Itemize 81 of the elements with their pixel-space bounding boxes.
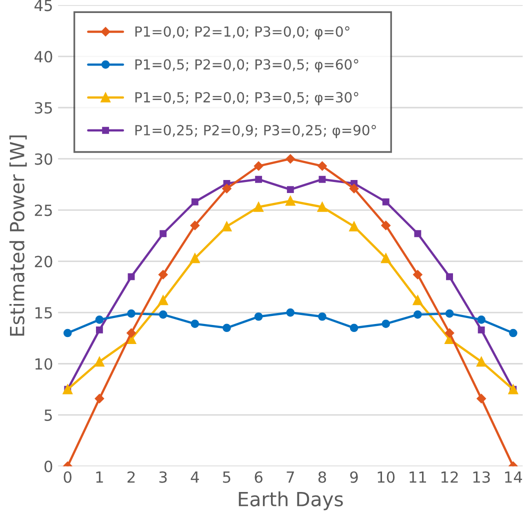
x-tick-label: 10 (378, 471, 395, 483)
x-tick-label: 2 (128, 471, 135, 483)
legend-label: P1=0,0; P2=1,0; P3=0,0; φ=0° (135, 26, 350, 40)
point (318, 312, 326, 321)
point (381, 253, 391, 264)
point (158, 295, 168, 306)
x-tick-label: 1 (96, 472, 103, 483)
point (413, 270, 422, 280)
point (128, 273, 135, 280)
point (96, 326, 103, 334)
point (317, 202, 328, 212)
y-tick-label: 0 (44, 460, 52, 472)
point (158, 310, 168, 319)
y-tick-label: 25 (34, 204, 52, 216)
y-tick-label: 40 (34, 50, 52, 62)
x-tick-label: 0 (64, 471, 72, 483)
point (190, 253, 200, 264)
point (509, 328, 518, 338)
point (286, 154, 296, 164)
point (412, 295, 423, 306)
point (254, 161, 264, 171)
point (286, 186, 294, 194)
y-tick-label: 35 (34, 102, 52, 114)
x-tick-label: 13 (473, 471, 490, 483)
legend-label: P1=0,5; P2=0,0; P3=0,5; φ=60° (135, 59, 358, 72)
point (222, 222, 232, 232)
point (446, 273, 453, 280)
point (350, 324, 358, 332)
x-tick-label: 7 (286, 472, 294, 483)
y-tick-label: 30 (34, 153, 52, 165)
point (160, 230, 167, 238)
point (478, 326, 485, 334)
point (349, 222, 359, 232)
point (445, 309, 454, 318)
y-tick-label: 15 (35, 307, 52, 319)
x-tick-label: 5 (223, 472, 230, 483)
y-tick-label: 20 (34, 256, 52, 268)
point (190, 220, 200, 230)
x-axis-title: Earth Days (238, 491, 343, 510)
y-tick-label: 45 (34, 0, 52, 12)
y-axis-title: Estimated Power [W] (9, 135, 27, 336)
point (63, 328, 72, 338)
point (94, 356, 104, 367)
point (191, 198, 198, 206)
point (382, 320, 390, 328)
point (286, 196, 296, 206)
legend-label: P1=0,5; P2=0,0; P3=0,5; φ=30° (135, 92, 358, 106)
point (190, 320, 200, 328)
point (127, 309, 136, 318)
point (254, 202, 264, 212)
x-tick-label: 8 (318, 471, 326, 483)
point (255, 176, 262, 183)
x-tick-label: 6 (254, 471, 262, 483)
point (414, 310, 422, 319)
x-tick-label: 9 (350, 471, 358, 483)
point (222, 184, 232, 194)
point (126, 328, 136, 338)
point (318, 161, 327, 171)
point (349, 184, 359, 194)
legend-label: P1=0,25; P2=0,9; P3=0,25; φ=90° (135, 124, 376, 138)
point (286, 308, 295, 317)
point (95, 316, 104, 324)
x-tick-label: 11 (410, 472, 426, 483)
point (381, 220, 390, 230)
x-tick-label: 12 (441, 471, 458, 483)
y-tick-label: 5 (44, 410, 52, 421)
point (476, 356, 486, 367)
point (318, 176, 326, 183)
point (477, 316, 486, 324)
point (476, 394, 486, 404)
y-tick-label: 10 (35, 358, 52, 370)
point (254, 312, 263, 321)
point (382, 198, 390, 206)
point (94, 394, 104, 404)
point (414, 230, 422, 238)
x-tick-label: 3 (159, 471, 167, 483)
x-tick-label: 4 (190, 472, 199, 483)
x-tick-label: 14 (505, 472, 522, 483)
point (444, 328, 454, 338)
point (222, 324, 231, 332)
point (158, 270, 168, 280)
